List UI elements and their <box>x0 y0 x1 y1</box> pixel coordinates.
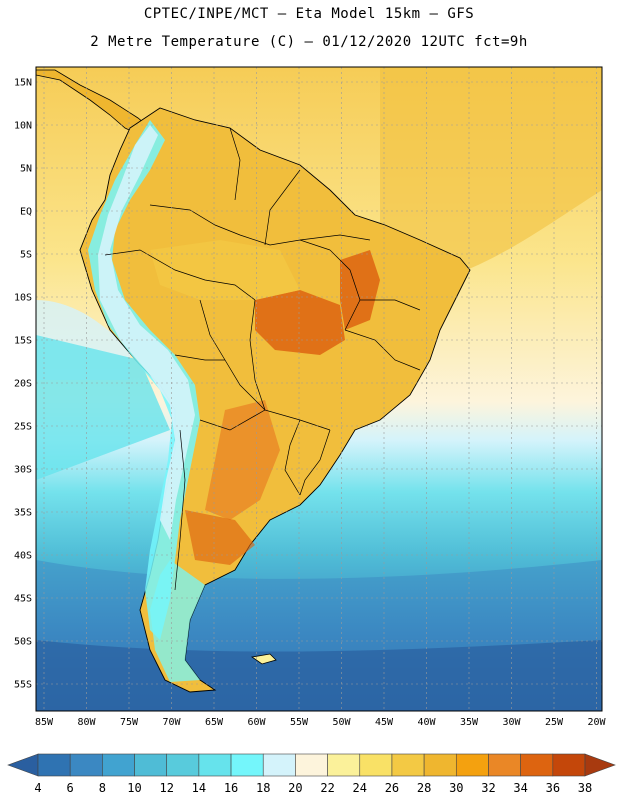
map-frame <box>35 66 603 712</box>
colorbar-tick-label: 24 <box>353 781 367 795</box>
pacific-cyan-field <box>36 335 170 480</box>
longitude-label: 75W <box>120 717 139 728</box>
longitude-label: 60W <box>247 717 266 728</box>
longitude-label: 40W <box>417 717 436 728</box>
colorbar-swatch <box>230 753 264 777</box>
colorbar-tick-label: 12 <box>159 781 173 795</box>
colorbar-swatch <box>488 753 521 777</box>
colorbar-tick-label: 4 <box>34 781 41 795</box>
falkland-islands <box>250 653 277 665</box>
colorbar-tick-label: 8 <box>99 781 106 795</box>
andes-mid-strip <box>98 125 195 540</box>
latitude-label: 45S <box>14 594 32 605</box>
colorbar-tick-label: 28 <box>417 781 431 795</box>
longitude-label: 65W <box>205 717 224 728</box>
colorbar-tick-label: 16 <box>224 781 238 795</box>
map-title-line-2: 2 Metre Temperature (C) – 01/12/2020 12U… <box>90 34 528 50</box>
latitude-label: 10N <box>14 121 32 132</box>
longitude-label: 25W <box>545 717 564 728</box>
longitude-label: 85W <box>35 717 54 728</box>
colorbar-arrow-right <box>584 753 616 777</box>
latitude-label: 10S <box>14 293 32 304</box>
colorbar-swatch <box>295 753 328 777</box>
graticule-lines <box>36 67 602 711</box>
colorbar-arrow-left <box>7 753 39 777</box>
longitude-label: 30W <box>502 717 521 728</box>
colorbar-swatch <box>391 753 425 777</box>
colorbar-swatch <box>455 753 489 777</box>
colorbar-tick-label: 36 <box>546 781 560 795</box>
colorbar-swatch <box>327 753 361 777</box>
colorbar-swatch <box>552 753 586 777</box>
latitude-label: 35S <box>14 508 32 519</box>
colorbar-swatch <box>359 753 393 777</box>
colorbar-swatch <box>37 753 71 777</box>
pampas-hot-zone <box>185 510 255 565</box>
central-brazil-hot-zone <box>255 290 345 355</box>
colorbar-tick-label: 38 <box>578 781 592 795</box>
longitude-label: 80W <box>77 717 96 728</box>
amazon-warm-zone <box>150 240 300 300</box>
patagonia-cool-region <box>150 560 205 682</box>
longitude-label: 20W <box>587 717 606 728</box>
colorbar-swatch <box>423 753 457 777</box>
colorbar-tick-label: 20 <box>288 781 302 795</box>
longitude-label: 70W <box>162 717 181 728</box>
colorbar-swatch <box>69 753 103 777</box>
latitude-label: 20S <box>14 379 32 390</box>
longitude-label: 55W <box>290 717 309 728</box>
latitude-label: 25S <box>14 422 32 433</box>
latitude-label: EQ <box>20 207 32 218</box>
colorbar-tick-label: 10 <box>127 781 141 795</box>
latitude-label: 5N <box>20 164 32 175</box>
colorbar-tick-label: 30 <box>449 781 463 795</box>
colorbar-tick-label: 26 <box>385 781 399 795</box>
longitude-label: 45W <box>375 717 394 728</box>
latitude-label: 55S <box>14 680 32 691</box>
latitude-label: 15S <box>14 336 32 347</box>
colorbar-tick-label: 32 <box>481 781 495 795</box>
colorbar-swatch <box>262 753 296 777</box>
colorbar-swatch <box>520 753 554 777</box>
longitude-label: 35W <box>460 717 479 728</box>
latitude-label: 40S <box>14 551 32 562</box>
colorbar-swatch <box>198 753 232 777</box>
longitude-label: 50W <box>332 717 351 728</box>
colorbar-swatch <box>102 753 135 777</box>
colorbar-tick-label: 6 <box>67 781 74 795</box>
colorbar-swatch <box>134 753 168 777</box>
map-title-line-1: CPTEC/INPE/MCT – Eta Model 15km – GFS <box>143 6 475 22</box>
latitude-label: 5S <box>20 250 32 261</box>
country-borders <box>104 127 421 591</box>
colorbar-tick-label: 34 <box>513 781 527 795</box>
colorbar-swatch <box>166 753 200 777</box>
latitude-label: 15N <box>14 78 32 89</box>
chaco-hot-zone <box>205 400 280 520</box>
colorbar-tick-label: 14 <box>192 781 206 795</box>
colorbar-tick-label: 18 <box>256 781 270 795</box>
temperature-colorbar <box>7 753 616 777</box>
colorbar-tick-label: 22 <box>320 781 334 795</box>
latitude-label: 50S <box>14 637 32 648</box>
latitude-label: 30S <box>14 465 32 476</box>
